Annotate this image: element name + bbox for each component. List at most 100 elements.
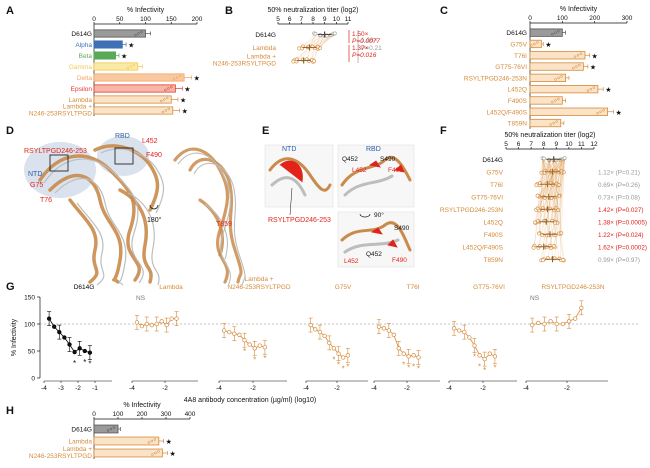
ns-label: NS	[530, 295, 540, 302]
tick-label: 150	[166, 16, 177, 23]
pair-line	[549, 159, 556, 222]
pair-line	[548, 159, 559, 185]
data-point	[232, 331, 237, 336]
pair-line	[547, 159, 565, 260]
dose-response-subplot: Lambda NS -4 -2	[129, 284, 198, 392]
zoom-box	[114, 147, 134, 165]
data-point	[551, 32, 554, 36]
protein-ribbon-grey	[177, 152, 232, 287]
category-label: Delta	[77, 75, 93, 82]
pair-line	[542, 159, 550, 260]
pair-line	[539, 159, 563, 197]
pair-line	[312, 34, 335, 48]
data-point	[531, 245, 536, 250]
data-point	[467, 335, 472, 340]
pair-line	[311, 34, 316, 61]
tick-label: 100	[557, 15, 568, 22]
pair-line	[554, 159, 565, 260]
data-point	[554, 321, 559, 327]
significance-star: *	[402, 361, 405, 370]
fold-change-annotation: 0.99× (P=0.97)	[598, 257, 640, 264]
category-label: D614G	[506, 30, 527, 37]
pair-line	[296, 34, 335, 61]
significance-star: ★	[182, 108, 188, 116]
data-point	[557, 194, 562, 198]
data-point	[161, 110, 165, 114]
pair-line	[544, 159, 563, 247]
pair-line	[293, 34, 328, 61]
category-label: RSYLTPGD246-253N	[464, 75, 527, 82]
category-label: Beta	[79, 53, 93, 60]
data-point	[57, 329, 62, 335]
category-label: T76I	[490, 182, 503, 189]
protein-loop	[270, 176, 307, 197]
data-point	[67, 342, 72, 347]
pair-line	[543, 159, 560, 197]
residue-label: S490	[380, 156, 396, 163]
tick-label: -4	[129, 385, 135, 392]
data-point	[530, 44, 533, 47]
bar	[93, 62, 139, 71]
category-label: RSYLTPGD246-253N	[440, 207, 503, 214]
protein-loop	[340, 221, 412, 252]
data-point	[554, 99, 557, 102]
zoom-box	[49, 154, 69, 172]
category-label: G75V	[486, 169, 503, 176]
residue-label: F490	[392, 257, 407, 264]
series-name: G75V	[335, 284, 352, 291]
tick-label: 200	[589, 15, 600, 22]
data-point	[376, 324, 382, 329]
tick-label: 12	[590, 141, 598, 148]
bar	[93, 29, 146, 38]
category-label: D614G	[71, 31, 92, 38]
category-label: G75V	[510, 41, 527, 48]
data-point	[542, 321, 547, 327]
significance-star: ★	[605, 86, 611, 94]
chart-title: 50% neutralization titer (log2)	[267, 7, 358, 14]
panel-letter-d: D	[6, 125, 14, 137]
data-point	[557, 76, 560, 80]
data-point	[72, 349, 77, 355]
pair-line	[536, 159, 557, 185]
category-label: T859N	[507, 121, 527, 128]
data-point	[149, 322, 154, 328]
data-point	[112, 426, 116, 429]
pair-line	[539, 159, 545, 247]
residue-label: S490	[394, 225, 410, 232]
ntd-label: NTD	[28, 171, 42, 178]
category-label: Lambda +	[63, 446, 92, 453]
data-point	[150, 439, 154, 443]
data-point	[170, 85, 173, 89]
protein-loop	[279, 160, 303, 183]
panel-letter-f: F	[440, 125, 447, 137]
data-point	[307, 59, 311, 63]
pair-line	[546, 159, 565, 185]
rotation-label: 180°	[147, 216, 162, 224]
category-label: Epsilon	[71, 86, 93, 93]
series-name: D614G	[74, 284, 95, 291]
data-point	[237, 332, 242, 337]
pair-line	[553, 159, 564, 260]
fold-change-annotation: 1.38× (P=0.0005)	[598, 219, 647, 226]
pair-line	[313, 34, 325, 61]
data-point	[227, 329, 232, 335]
tick-label: -4	[41, 385, 47, 392]
protein-ribbon	[173, 147, 230, 284]
residue-label: T859	[216, 221, 232, 228]
pair-line	[542, 159, 546, 172]
fold-change-annotation: 0.73× (P=0.08)	[598, 194, 640, 201]
pair-line	[319, 34, 331, 48]
data-point	[411, 353, 416, 358]
pair-line	[543, 159, 563, 260]
data-point	[164, 322, 169, 328]
pair-line	[302, 34, 328, 48]
data-point	[107, 54, 110, 57]
pair-line	[549, 159, 565, 247]
data-point	[110, 52, 113, 56]
pair-line	[302, 34, 335, 61]
pair-line	[542, 159, 552, 185]
data-point	[154, 321, 159, 327]
data-point	[331, 346, 337, 351]
pair-line	[554, 159, 561, 247]
